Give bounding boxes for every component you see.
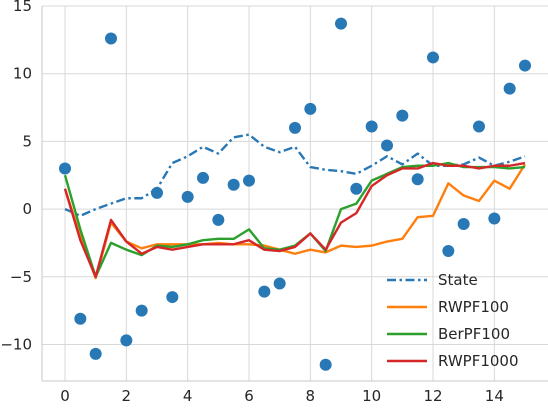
observation-point [273,277,286,290]
observation-point [151,186,163,199]
observation-point [411,173,424,186]
observation-points [59,17,531,371]
observation-point [396,109,409,122]
observation-point [335,17,347,30]
series-lines [63,133,527,280]
y-tick-label: 10 [13,65,32,83]
observation-point [227,178,240,191]
observation-point [135,304,148,317]
y-tick-label: 0 [22,200,32,218]
observation-point [258,285,271,298]
legend: State RWPF100 BerPF100 RWPF1000 [387,271,519,370]
observation-point [381,139,393,152]
observation-point [350,182,363,195]
observation-point [503,82,516,95]
observation-point [197,171,209,184]
observation-point [181,190,194,203]
series-line-rwpf100 [63,163,527,280]
observation-point [74,312,87,325]
legend-label-rwpf1000: RWPF1000 [438,352,519,370]
observation-point [243,174,255,187]
observation-point [427,51,439,64]
legend-label-rwpf100: RWPF100 [438,298,509,316]
observation-point [457,217,470,230]
x-tick-label: 10 [362,387,381,405]
observation-point [212,213,225,226]
axes [41,6,548,382]
observation-point [105,32,117,45]
y-tick-label: 15 [13,0,32,15]
observation-point [289,121,301,134]
x-tick-label: 2 [122,387,132,405]
y-tick-label: −5 [10,268,32,286]
series-line-rwpf1000 [63,161,526,278]
x-tick-label: 12 [423,387,442,405]
tick-labels: 0 2 4 6 8 10 12 14 −10 −5 0 5 10 15 [0,0,504,405]
x-tick-label: 14 [485,387,504,405]
legend-label-state: State [438,271,478,289]
observation-point [442,245,455,258]
legend-label-berpf100: BerPF100 [438,325,510,343]
observation-point [304,102,317,115]
observation-point [473,120,485,133]
observation-point [519,59,531,72]
x-tick-label: 6 [244,387,254,405]
x-tick-label: 4 [183,387,193,405]
observation-point [59,162,71,175]
observation-point [365,120,378,133]
x-tick-label: 8 [306,387,316,405]
y-tick-label: −10 [0,335,32,353]
x-tick-label: 0 [60,387,70,405]
y-tick-label: 5 [22,132,32,150]
observation-point [89,347,102,360]
observation-point [166,291,179,304]
observation-point [488,212,501,225]
observation-point [319,358,332,371]
observation-point [120,334,133,347]
